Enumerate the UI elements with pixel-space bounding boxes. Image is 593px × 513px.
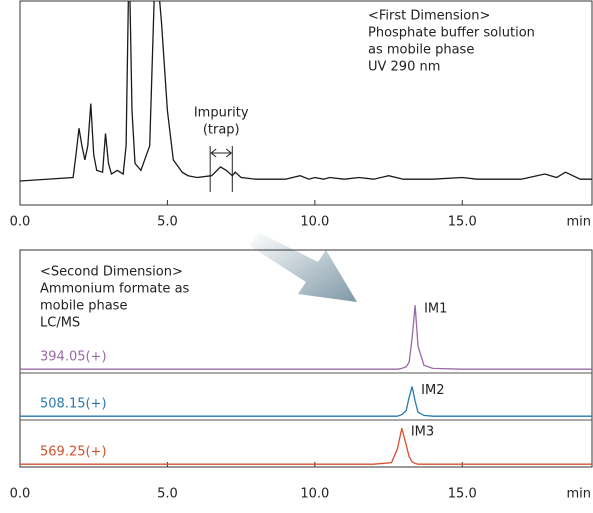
trace (20, 1, 592, 182)
peak-label: IM2 (421, 383, 444, 398)
legend-label: 508.15(+) (40, 397, 107, 412)
annotation: LC/MS (40, 316, 80, 331)
panel-frame (19, 0, 593, 206)
trap-label: (trap) (203, 123, 240, 138)
annotation: <Second Dimension> (40, 265, 183, 280)
x-tick-label: 15.0 (448, 215, 477, 230)
trap-label: Impurity (194, 106, 249, 121)
x-axis-label: min (566, 215, 591, 230)
legend-label: 569.25(+) (40, 445, 107, 460)
annotation: as mobile phase (368, 43, 474, 58)
x-tick-label: 0.0 (10, 487, 31, 502)
x-tick-label: 10.0 (300, 487, 329, 502)
x-tick-label: 10.0 (300, 215, 329, 230)
annotation: <First Dimension> (368, 9, 490, 24)
x-tick-label: 5.0 (157, 487, 178, 502)
annotation: Phosphate buffer solution (368, 26, 535, 41)
trap-arrowhead (210, 148, 233, 158)
legend-label: 394.05(+) (40, 350, 107, 365)
x-tick-label: 0.0 (10, 215, 31, 230)
peak-label: IM1 (424, 302, 447, 317)
x-tick-label: 5.0 (157, 215, 178, 230)
arrow (250, 232, 357, 302)
x-tick-label: 15.0 (448, 487, 477, 502)
annotation: mobile phase (40, 299, 127, 314)
panel-frame (19, 249, 593, 468)
trace (20, 305, 592, 370)
annotation: Ammonium formate as (40, 282, 190, 297)
trace (20, 428, 592, 465)
annotation: UV 290 nm (368, 60, 440, 75)
trace (20, 386, 592, 417)
x-axis-label: min (566, 487, 591, 502)
peak-label: IM3 (411, 425, 434, 440)
